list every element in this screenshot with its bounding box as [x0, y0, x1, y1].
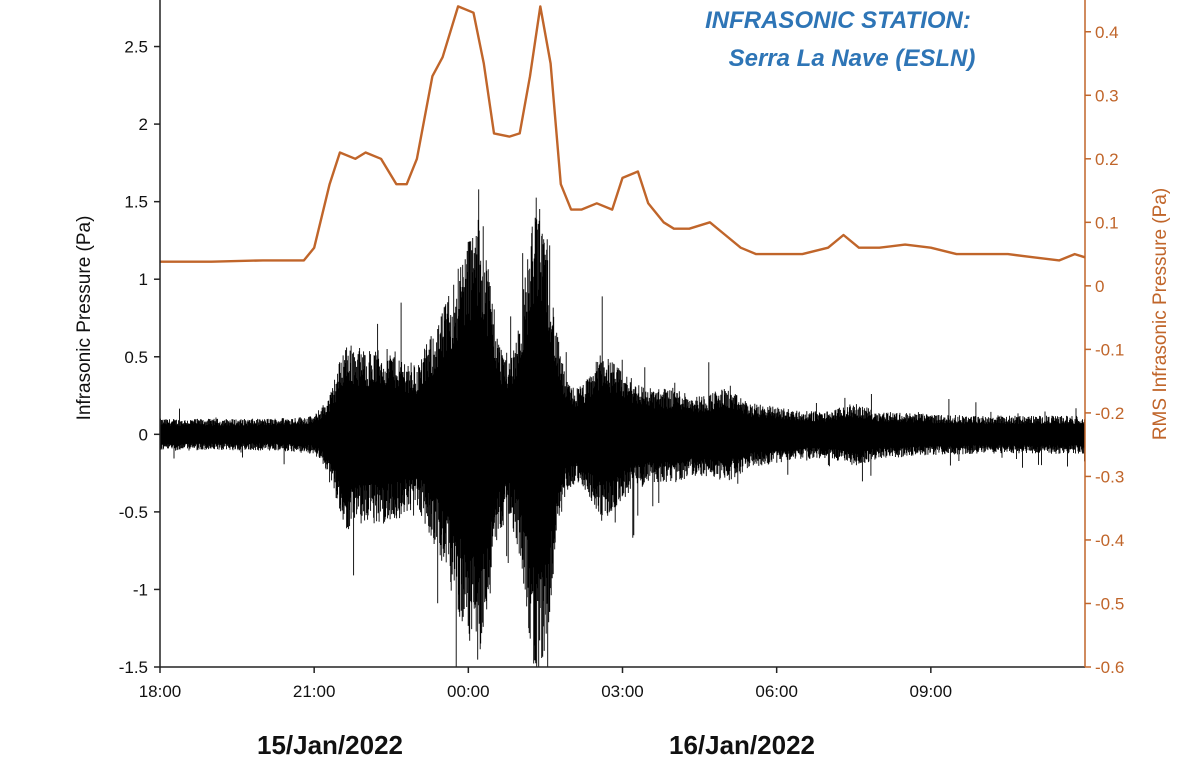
rms-series: [160, 5, 1086, 263]
x-tick-label: 18:00: [139, 682, 182, 701]
y-tick-label-left: 1: [139, 270, 148, 289]
x-tick-label: 06:00: [755, 682, 798, 701]
y-tick-label-left: 0.5: [124, 348, 148, 367]
rms-line: [160, 5, 1086, 263]
x-tick-label: 03:00: [601, 682, 644, 701]
y-tick-label-right: 0.4: [1095, 23, 1119, 42]
y-axis-label-right: RMS Infrasonic Pressure (Pa): [1150, 188, 1171, 440]
chart-title-line-1: INFRASONIC STATION:: [705, 7, 971, 34]
y-tick-label-right: -0.2: [1095, 404, 1124, 423]
y-tick-label-right: 0.2: [1095, 150, 1119, 169]
y-tick-label-left: -1: [133, 580, 148, 599]
date-label-16jan: 16/Jan/2022: [669, 730, 815, 760]
x-tick-label: 21:00: [293, 682, 336, 701]
y-tick-label-right: -0.3: [1095, 467, 1124, 486]
y-tick-label-left: 2: [139, 115, 148, 134]
y-tick-label-left: -1.5: [119, 658, 148, 677]
y-tick-label-right: 0: [1095, 277, 1104, 296]
x-tick-label: 09:00: [910, 682, 953, 701]
axes: -1.5 -1 -0.5 0 0.5 1 1.5 2 2.5 -0.6 -0.5 -0.4 -0.3 -0…: [119, 0, 1124, 701]
y-tick-label-left: 0: [139, 425, 148, 444]
y-tick-label-right: 0.1: [1095, 213, 1119, 232]
y-tick-label-right: -0.4: [1095, 531, 1124, 550]
date-label-15jan: 15/Jan/2022: [257, 730, 403, 760]
x-tick-label: 00:00: [447, 682, 490, 701]
chart-text: INFRASONIC STATION: Serra La Nave (ESLN)…: [74, 7, 1171, 760]
y-tick-label-right: -0.1: [1095, 340, 1124, 359]
y-tick-label-left: 1.5: [124, 193, 148, 212]
y-tick-label-left: -0.5: [119, 503, 148, 522]
chart-title-line-2: Serra La Nave (ESLN): [729, 45, 976, 72]
y-tick-label-left: 2.5: [124, 38, 148, 57]
y-tick-label-right: -0.5: [1095, 594, 1124, 613]
y-axis-label-left: Infrasonic Pressure (Pa): [74, 216, 95, 421]
y-tick-label-right: -0.6: [1095, 658, 1124, 677]
y-tick-label-right: 0.3: [1095, 86, 1119, 105]
